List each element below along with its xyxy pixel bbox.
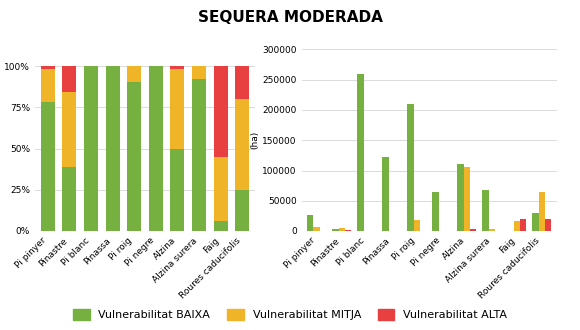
Text: SEQUERA MODERADA: SEQUERA MODERADA	[198, 10, 382, 25]
Bar	[213, 157, 227, 221]
Bar	[488, 229, 495, 231]
Bar	[345, 230, 351, 231]
Bar	[192, 66, 206, 79]
Bar	[432, 192, 438, 231]
Bar	[106, 66, 119, 231]
Bar	[470, 229, 476, 231]
Bar	[532, 213, 539, 231]
Bar	[171, 69, 184, 148]
Bar	[213, 66, 227, 157]
Bar	[171, 148, 184, 231]
Bar	[307, 215, 313, 231]
Bar	[520, 219, 526, 231]
Bar	[407, 104, 414, 231]
Bar	[514, 221, 520, 231]
Bar	[458, 164, 463, 231]
Bar	[63, 167, 77, 231]
Bar	[127, 66, 141, 82]
Bar	[545, 219, 551, 231]
Bar	[213, 221, 227, 231]
Bar	[463, 167, 470, 231]
Legend: Vulnerabilitat BAIXA, Vulnerabilitat MITJA, Vulnerabilitat ALTA: Vulnerabilitat BAIXA, Vulnerabilitat MIT…	[68, 304, 512, 324]
Bar	[235, 190, 249, 231]
Bar	[63, 66, 77, 92]
Bar	[149, 66, 163, 231]
Bar	[84, 66, 98, 231]
Y-axis label: (ha): (ha)	[251, 131, 259, 149]
Bar	[539, 192, 545, 231]
Bar	[41, 102, 55, 231]
Bar	[63, 92, 77, 167]
Bar	[41, 69, 55, 102]
Bar	[235, 99, 249, 190]
Bar	[41, 66, 55, 69]
Bar	[332, 229, 339, 231]
Bar	[235, 66, 249, 99]
Bar	[339, 228, 345, 231]
Bar	[357, 74, 364, 231]
Bar	[382, 157, 389, 231]
Bar	[414, 220, 420, 231]
Bar	[127, 82, 141, 231]
Bar	[483, 190, 488, 231]
Bar	[313, 227, 320, 231]
Bar	[171, 66, 184, 69]
Bar	[192, 79, 206, 231]
